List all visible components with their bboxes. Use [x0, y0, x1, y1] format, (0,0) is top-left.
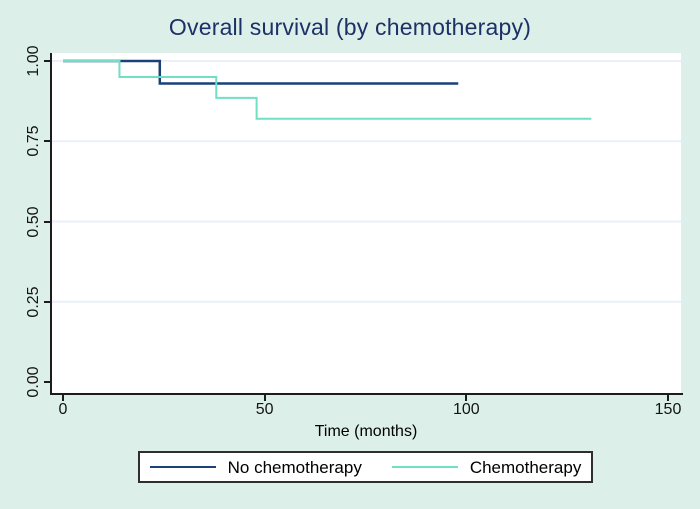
x-axis-line [50, 393, 683, 395]
y-tick-label: 1.00 [25, 45, 42, 77]
y-tick-label: 0.50 [25, 205, 42, 238]
legend-label: Chemotherapy [469, 457, 582, 477]
x-tick-label: 100 [452, 401, 480, 418]
legend-item: Chemotherapy [391, 457, 582, 477]
survival-curve-chemotherapy [63, 60, 592, 120]
y-tick-mark [44, 140, 50, 143]
x-tick-mark [667, 395, 669, 401]
x-tick-label: 0 [58, 401, 68, 418]
x-tick-label: 150 [654, 401, 682, 418]
plot-area [52, 53, 681, 393]
x-tick-mark [263, 395, 266, 401]
chart-title: Overall survival (by chemotherapy) [168, 14, 532, 40]
survival-curves-canvas [52, 59, 681, 303]
legend-box: No chemotherapy Chemotherapy [138, 451, 593, 483]
y-axis-line [50, 53, 52, 395]
x-tick-label: 50 [255, 401, 274, 418]
y-tick-mark [44, 220, 50, 223]
x-tick-mark [465, 395, 468, 401]
x-axis-title: Time (months) [314, 423, 418, 440]
legend-line-sample [149, 465, 216, 469]
x-tick-mark [62, 395, 64, 401]
survival-curve-no-chemotherapy [63, 59, 459, 85]
y-tick-mark [44, 300, 50, 303]
legend-line-sample [391, 466, 458, 468]
legend-label: No chemotherapy [227, 457, 362, 477]
y-tick-mark [44, 60, 50, 62]
legend-item: No chemotherapy [149, 457, 362, 477]
y-tick-mark [44, 381, 50, 383]
y-tick-label: 0.25 [25, 286, 42, 318]
y-tick-label: 0.75 [25, 125, 42, 157]
